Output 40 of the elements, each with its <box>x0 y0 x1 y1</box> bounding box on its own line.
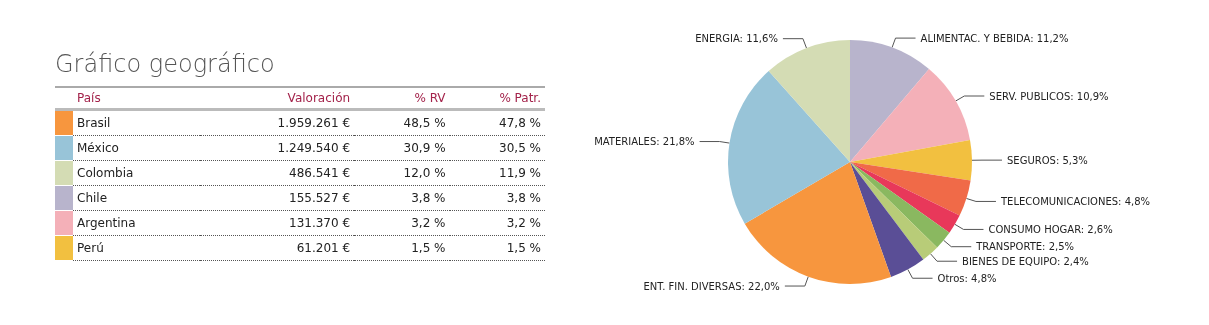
data-label: 3,8 % <box>354 185 450 211</box>
data-label: 12,0 % <box>354 160 450 186</box>
text: % RV <box>354 87 450 110</box>
data-label: 11,9 % <box>449 160 545 186</box>
category-label: Perú <box>73 235 201 261</box>
data-label: 3,8 % <box>449 185 545 211</box>
legend-title: País <box>73 87 201 110</box>
data-label: 1.249.540 € <box>200 135 355 161</box>
slice-label: TRANSPORTE: 2,5% <box>975 241 1075 253</box>
data-label: 30,9 % <box>354 135 450 161</box>
category-label: Colombia <box>73 160 201 186</box>
data-label: 47,8 % <box>449 109 545 136</box>
slice-label: TELECOMUNICACIONES: 4,8% <box>999 195 1151 207</box>
data-label: 131.370 € <box>200 210 355 236</box>
data-label: 3,2 % <box>354 210 450 236</box>
data-label: 486.541 € <box>200 160 355 186</box>
text: Valoración <box>200 87 355 110</box>
category-label: México <box>73 135 201 161</box>
category-label: Chile <box>73 185 201 211</box>
data-label: 1.959.261 € <box>200 109 355 136</box>
text: Gráfico geográfico <box>55 50 276 78</box>
data-label: 30,5 % <box>449 135 545 161</box>
data-label: 48,5 % <box>354 109 450 136</box>
data-label: 1,5 % <box>449 235 545 261</box>
slice-label: ENT. FIN. DIVERSAS: 22,0% <box>643 280 780 292</box>
category-label: Argentina <box>73 210 201 236</box>
slice-label: ALIMENTAC. Y BEBIDA: 11,2% <box>920 32 1069 44</box>
slice-label: SERV. PUBLICOS: 10,9% <box>989 90 1109 102</box>
slice-label: Otros: 4,8% <box>937 272 997 284</box>
slice-label: BIENES DE EQUIPO: 2,4% <box>962 255 1089 267</box>
category-label: Brasil <box>73 109 201 136</box>
text: % Patr. <box>449 87 545 110</box>
data-label: 61.201 € <box>200 235 355 261</box>
data-label: 1,5 % <box>354 235 450 261</box>
data-label: 155.527 € <box>200 185 355 211</box>
slice-label: CONSUMO HOGAR: 2,6% <box>988 223 1113 235</box>
slice-label: MATERIALES: 21,8% <box>594 136 695 148</box>
data-label: 3,2 % <box>449 210 545 236</box>
slice-label: ENERGIA: 11,6% <box>695 33 778 45</box>
slice-label: SEGUROS: 5,3% <box>1006 154 1088 166</box>
